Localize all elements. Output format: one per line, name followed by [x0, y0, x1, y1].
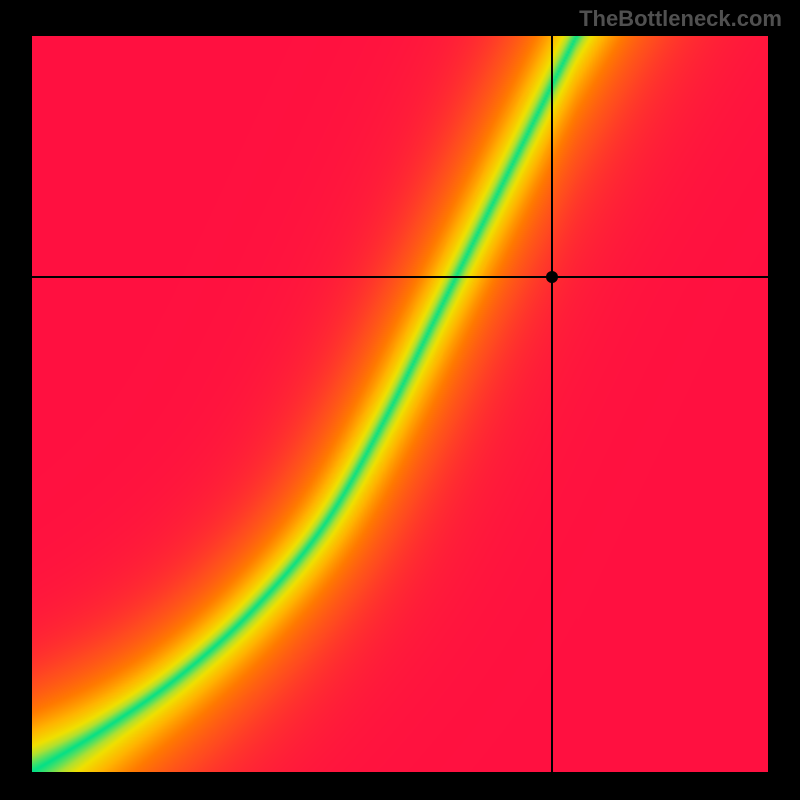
- watermark-text: TheBottleneck.com: [579, 6, 782, 32]
- heatmap-canvas: [32, 36, 768, 772]
- plot-area: [32, 36, 768, 772]
- plot-inner: [32, 36, 768, 772]
